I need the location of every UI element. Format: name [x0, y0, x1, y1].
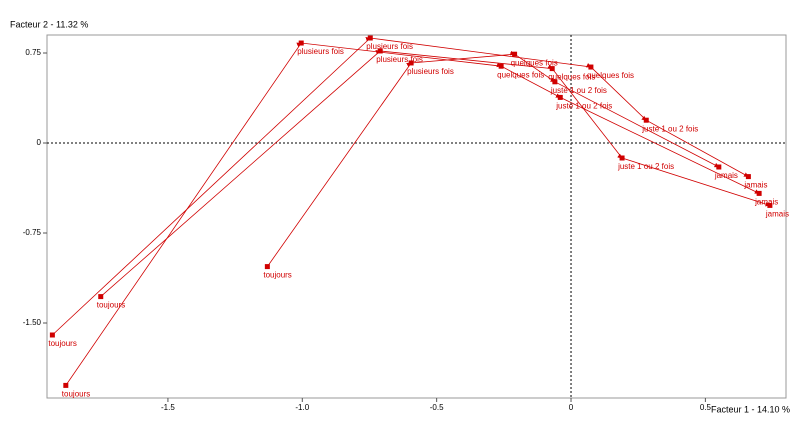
point-label: quelques fois — [497, 70, 544, 79]
point-marker — [264, 264, 270, 270]
point-label: toujours — [62, 390, 90, 399]
point-marker — [498, 63, 504, 69]
trajectory-line — [65, 42, 760, 386]
point-marker — [408, 60, 414, 66]
x-tick-label: -0.5 — [430, 403, 444, 412]
trajectory-line — [52, 37, 749, 336]
point-label: jamais — [743, 181, 767, 190]
y-tick-label: -1.50 — [23, 318, 42, 327]
point-marker — [512, 51, 518, 57]
point-label: jamais — [765, 210, 789, 219]
point-marker — [49, 332, 55, 338]
y-tick-label: 0.75 — [25, 48, 41, 57]
point-marker — [377, 48, 383, 54]
point-label: quelques fois — [511, 58, 558, 67]
point-marker — [367, 35, 373, 41]
x-tick-label: -1.0 — [295, 403, 309, 412]
y-axis-title: Facteur 2 - 11.32 % — [10, 19, 88, 29]
point-label: plusieurs fois — [297, 47, 344, 56]
trajectory-line — [100, 49, 771, 297]
point-marker — [557, 94, 563, 100]
point-label: toujours — [48, 339, 76, 348]
point-label: plusieurs fois — [407, 67, 454, 76]
x-tick-label: -1.5 — [161, 403, 175, 412]
point-label: plusieurs fois — [376, 55, 423, 64]
point-marker — [63, 382, 69, 388]
y-tick-label: 0 — [37, 138, 42, 147]
point-marker — [552, 79, 558, 85]
point-label: jamais — [754, 198, 778, 207]
point-marker — [619, 155, 625, 161]
point-label: juste 1 ou 2 fois — [617, 162, 674, 171]
point-label: juste 1 ou 2 fois — [550, 86, 607, 95]
point-label: juste 1 ou 2 fois — [641, 124, 698, 133]
point-marker — [756, 190, 762, 196]
y-tick-label: -0.75 — [23, 228, 42, 237]
point-label: plusieurs fois — [366, 42, 413, 51]
point-marker — [588, 64, 594, 70]
trajectory-line — [267, 50, 720, 267]
point-marker — [98, 294, 104, 300]
plot-frame — [46, 34, 787, 399]
point-marker — [716, 164, 722, 170]
point-label: jamais — [714, 171, 738, 180]
point-label: toujours — [263, 271, 291, 280]
point-marker — [643, 117, 649, 123]
point-marker — [298, 40, 304, 46]
point-marker — [767, 202, 773, 208]
point-label: toujours — [97, 301, 125, 310]
x-axis-title: Facteur 1 - 14.10 % — [711, 404, 790, 414]
point-marker — [745, 174, 751, 180]
x-tick-label: 0 — [569, 403, 574, 412]
x-tick-label: 0.5 — [700, 403, 712, 412]
